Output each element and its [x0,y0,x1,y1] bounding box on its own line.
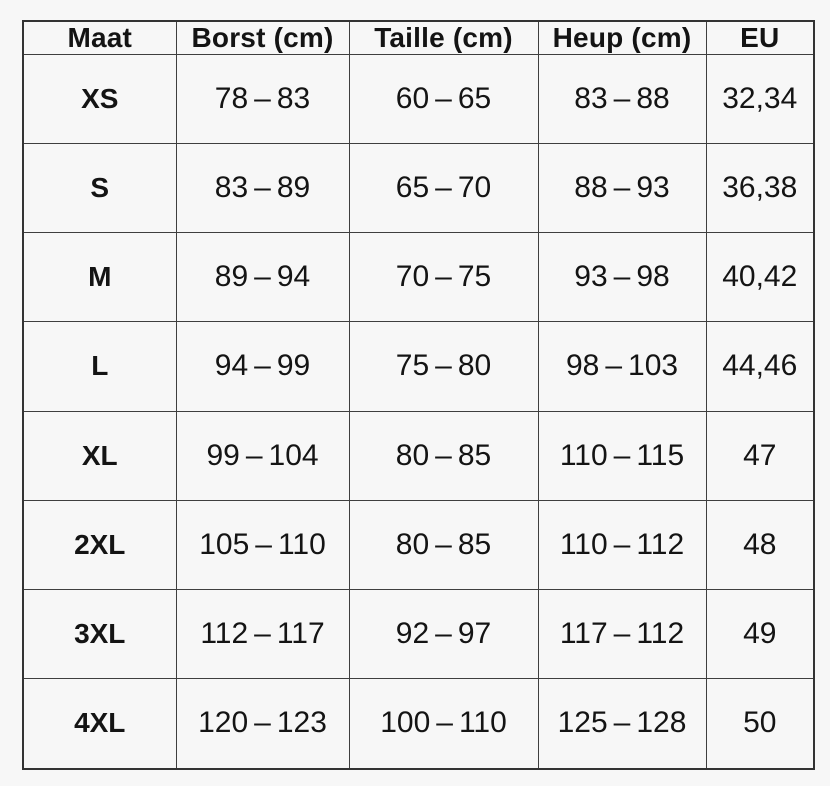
measurement-cell: 110 – 112 [537,499,707,590]
measurement-cell: 88 – 93 [537,143,707,234]
size-label-cell: S [22,143,177,234]
table-row: 3XL 112 – 117 92 – 97 117 – 112 49 [22,588,815,679]
size-chart-body: XS 78 – 83 60 – 65 83 – 88 32,34 S 83 – 89 65 –… [22,53,815,770]
measurement-cell: 40,42 [705,232,815,323]
measurement-cell: 98 – 103 [537,321,707,412]
measurement-cell: 94 – 99 [175,321,350,412]
measurement-cell: 78 – 83 [175,53,350,145]
table-row: 2XL 105 – 110 80 – 85 110 – 112 48 [22,499,815,590]
measurement-cell: 47 [705,410,815,501]
measurement-cell: 110 – 115 [537,410,707,501]
size-label-cell: 4XL [22,677,177,770]
col-header-borst: Borst (cm) [175,20,350,55]
measurement-cell: 44,46 [705,321,815,412]
measurement-cell: 36,38 [705,143,815,234]
measurement-cell: 60 – 65 [348,53,539,145]
measurement-cell: 120 – 123 [175,677,350,770]
measurement-cell: 89 – 94 [175,232,350,323]
measurement-cell: 92 – 97 [348,588,539,679]
measurement-cell: 50 [705,677,815,770]
size-chart-table: Maat Borst (cm) Taille (cm) Heup (cm) EU… [22,20,815,770]
table-row: L 94 – 99 75 – 80 98 – 103 44,46 [22,321,815,412]
size-label-cell: L [22,321,177,412]
measurement-cell: 32,34 [705,53,815,145]
measurement-cell: 99 – 104 [175,410,350,501]
table-row: XS 78 – 83 60 – 65 83 – 88 32,34 [22,53,815,145]
measurement-cell: 112 – 117 [175,588,350,679]
size-label-cell: XS [22,53,177,145]
measurement-cell: 100 – 110 [348,677,539,770]
col-header-eu: EU [705,20,815,55]
measurement-cell: 117 – 112 [537,588,707,679]
size-label-cell: 2XL [22,499,177,590]
col-header-maat: Maat [22,20,177,55]
measurement-cell: 83 – 89 [175,143,350,234]
size-label-cell: M [22,232,177,323]
measurement-cell: 75 – 80 [348,321,539,412]
col-header-taille: Taille (cm) [348,20,539,55]
measurement-cell: 48 [705,499,815,590]
table-row: M 89 – 94 70 – 75 93 – 98 40,42 [22,232,815,323]
col-header-heup: Heup (cm) [537,20,707,55]
measurement-cell: 83 – 88 [537,53,707,145]
table-row: 4XL 120 – 123 100 – 110 125 – 128 50 [22,677,815,770]
table-row: S 83 – 89 65 – 70 88 – 93 36,38 [22,143,815,234]
measurement-cell: 80 – 85 [348,499,539,590]
size-label-cell: 3XL [22,588,177,679]
table-row: XL 99 – 104 80 – 85 110 – 115 47 [22,410,815,501]
measurement-cell: 70 – 75 [348,232,539,323]
header-row: Maat Borst (cm) Taille (cm) Heup (cm) EU [22,20,815,55]
measurement-cell: 93 – 98 [537,232,707,323]
measurement-cell: 49 [705,588,815,679]
measurement-cell: 65 – 70 [348,143,539,234]
measurement-cell: 80 – 85 [348,410,539,501]
measurement-cell: 105 – 110 [175,499,350,590]
measurement-cell: 125 – 128 [537,677,707,770]
size-label-cell: XL [22,410,177,501]
